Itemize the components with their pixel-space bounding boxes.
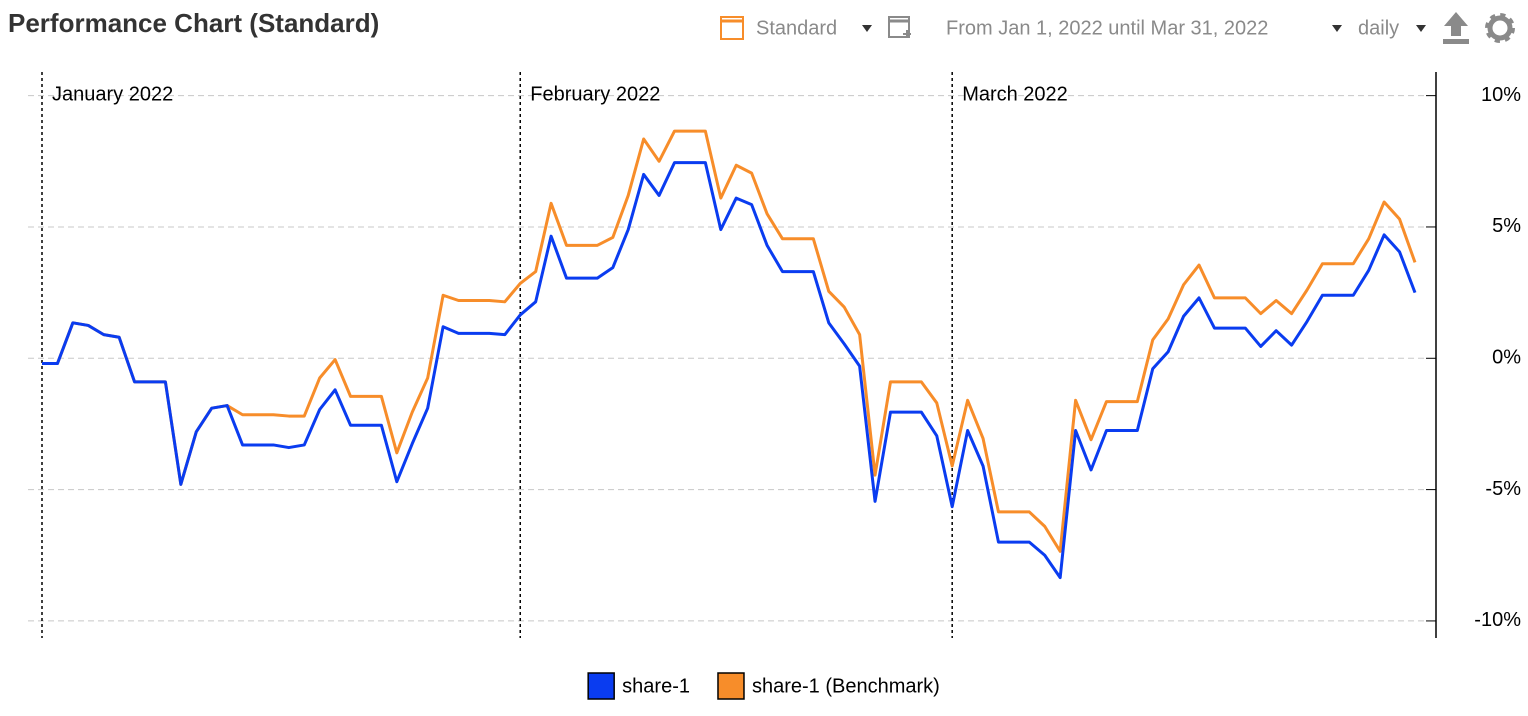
add-view-icon — [888, 16, 910, 38]
series-line — [42, 161, 1417, 580]
y-tick-label: 10% — [1481, 84, 1521, 106]
dropdown-arrow — [862, 25, 872, 32]
legend-item: share-1 — [587, 672, 690, 700]
legend-label: share-1 — [622, 675, 690, 697]
export-arrow — [1444, 12, 1468, 36]
y-tick-label: 0% — [1492, 347, 1521, 369]
view-selector[interactable]: Standard — [720, 16, 872, 40]
dropdown-arrow — [1332, 25, 1342, 32]
export-base — [1443, 39, 1469, 44]
series-line — [42, 129, 1417, 553]
plot-area: 10% 5% 0% -5% -10% January 2022 February 2022 M… — [28, 72, 1521, 638]
y-tick-label: -5% — [1485, 478, 1521, 500]
y-tick-label: 5% — [1492, 215, 1521, 237]
date-range-selector[interactable]: From Jan 1, 2022 until Mar 31, 2022 — [946, 17, 1342, 39]
calendar-icon — [720, 16, 744, 40]
export-button[interactable] — [1443, 12, 1469, 44]
month-label: February 2022 — [530, 83, 660, 105]
add-view-button[interactable] — [888, 16, 911, 38]
legend-item: share-1 (Benchmark) — [717, 672, 940, 700]
dropdown-arrow — [1416, 25, 1426, 32]
settings-button[interactable] — [1485, 13, 1515, 43]
legend-label: share-1 (Benchmark) — [752, 675, 940, 697]
legend-swatch — [717, 672, 745, 700]
gear-ring — [1487, 15, 1513, 41]
interval-selector[interactable]: daily — [1358, 17, 1426, 39]
add-view-plus — [903, 30, 911, 38]
legend-swatch — [587, 672, 615, 700]
view-label: Standard — [756, 17, 837, 39]
date-range: From Jan 1, 2022 until Mar 31, 2022 — [946, 17, 1268, 39]
month-label: March 2022 — [962, 83, 1068, 105]
month-label: January 2022 — [52, 83, 173, 105]
interval: daily — [1358, 17, 1399, 39]
y-tick-label: -10% — [1474, 609, 1521, 631]
legend: share-1 share-1 (Benchmark) — [587, 672, 940, 700]
panel-title: Performance Chart (Standard) — [8, 8, 379, 38]
